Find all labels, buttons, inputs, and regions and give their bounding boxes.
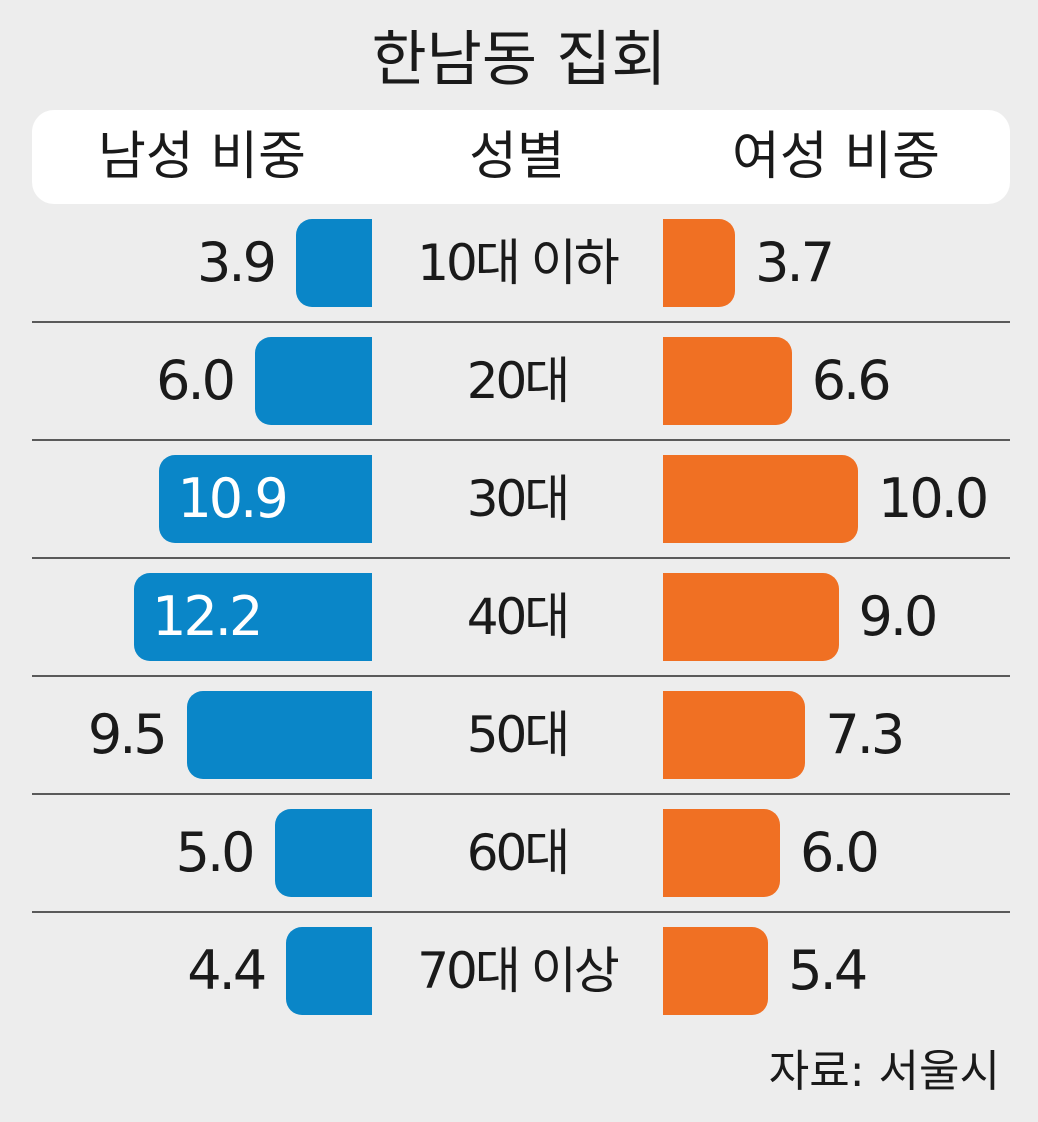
male-bar bbox=[159, 455, 372, 543]
row-divider bbox=[32, 439, 1010, 441]
male-bar bbox=[274, 809, 372, 897]
age-group-label: 40대 bbox=[466, 588, 571, 646]
female-value-label: 10.0 bbox=[878, 467, 989, 530]
row-divider bbox=[32, 675, 1010, 677]
female-bar bbox=[663, 927, 769, 1015]
female-bar bbox=[663, 455, 858, 543]
table-row: 5.0 60대 6.0 bbox=[0, 794, 1038, 913]
male-value-label: 5.0 bbox=[175, 821, 256, 884]
chart-title: 한남동 집회 bbox=[371, 25, 667, 95]
male-value-label: 9.5 bbox=[87, 703, 168, 766]
row-divider bbox=[32, 321, 1010, 323]
header-gender: 성별 bbox=[469, 127, 565, 187]
male-value-label: 3.9 bbox=[197, 231, 277, 294]
column-header: 남성 비중 성별 여성 비중 bbox=[32, 110, 1010, 204]
row-divider bbox=[32, 793, 1010, 795]
age-group-label: 20대 bbox=[466, 352, 571, 410]
age-group-label: 30대 bbox=[466, 470, 571, 528]
header-female-share: 여성 비중 bbox=[732, 127, 940, 187]
female-value-label: 6.0 bbox=[800, 821, 880, 884]
table-row: 12.2 40대 9.0 bbox=[0, 558, 1038, 677]
table-row: 3.9 10대 이하 3.7 bbox=[0, 204, 1038, 323]
female-bar bbox=[663, 219, 736, 307]
female-bar bbox=[663, 691, 806, 779]
female-bar bbox=[663, 337, 792, 425]
female-bar bbox=[663, 573, 839, 661]
female-value-label: 6.6 bbox=[811, 349, 892, 412]
male-bar bbox=[295, 219, 372, 307]
source-note: 자료: 서울시 bbox=[768, 1046, 1000, 1097]
female-value-label: 7.3 bbox=[825, 703, 905, 766]
male-bar bbox=[134, 573, 372, 661]
male-bar bbox=[255, 337, 372, 425]
male-value-label: 10.9 bbox=[177, 467, 288, 530]
header-male-share: 남성 비중 bbox=[98, 127, 306, 187]
row-divider bbox=[32, 911, 1010, 913]
female-value-label: 9.0 bbox=[858, 585, 939, 648]
age-group-label: 10대 이하 bbox=[417, 234, 620, 292]
table-row: 6.0 20대 6.6 bbox=[0, 322, 1038, 441]
row-divider bbox=[32, 557, 1010, 559]
age-group-label: 50대 bbox=[466, 706, 571, 764]
male-value-label: 4.4 bbox=[187, 939, 267, 1002]
male-value-label: 6.0 bbox=[156, 349, 236, 412]
male-bar bbox=[186, 691, 372, 779]
table-row: 10.9 30대 10.0 bbox=[0, 440, 1038, 559]
female-bar bbox=[663, 809, 780, 897]
table-row: 9.5 50대 7.3 bbox=[0, 676, 1038, 795]
age-group-label: 70대 이상 bbox=[417, 942, 620, 1000]
male-bar bbox=[286, 927, 372, 1015]
female-value-label: 5.4 bbox=[788, 939, 868, 1002]
table-row: 4.4 70대 이상 5.4 bbox=[0, 912, 1038, 1030]
male-value-label: 12.2 bbox=[152, 585, 263, 648]
female-value-label: 3.7 bbox=[755, 231, 835, 294]
age-group-label: 60대 bbox=[466, 824, 571, 882]
